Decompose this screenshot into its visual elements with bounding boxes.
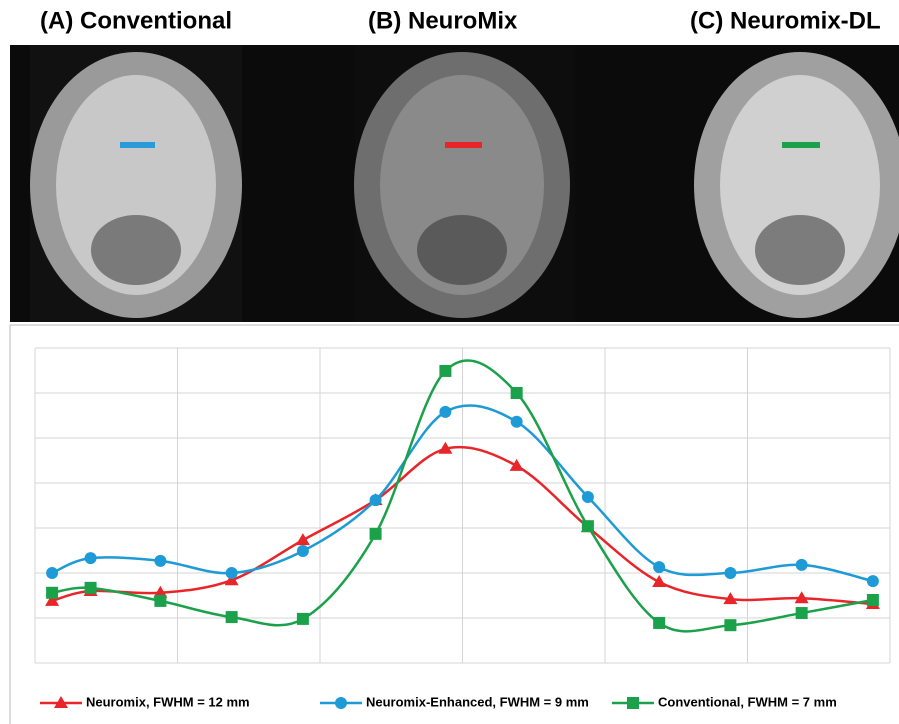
- page: (A) Conventional (B) NeuroMix (C) Neurom…: [0, 0, 899, 724]
- point: [297, 545, 309, 557]
- point: [439, 406, 451, 418]
- point: [653, 617, 665, 629]
- legend-marker: [335, 697, 347, 709]
- figure: (A) Conventional (B) NeuroMix (C) Neurom…: [0, 0, 899, 724]
- point: [85, 552, 97, 564]
- panel-title: (C) Neuromix-DL: [690, 7, 881, 34]
- point: [653, 561, 665, 573]
- point: [296, 533, 310, 545]
- point: [154, 555, 166, 567]
- legend-marker: [627, 697, 639, 709]
- point: [154, 595, 166, 607]
- point: [370, 494, 382, 506]
- point: [796, 559, 808, 571]
- point: [867, 575, 879, 587]
- point: [46, 587, 58, 599]
- point: [652, 575, 666, 587]
- point: [724, 619, 736, 631]
- legend-label: Neuromix-Enhanced, FWHM = 9 mm: [366, 694, 589, 709]
- point: [867, 594, 879, 606]
- point: [297, 613, 309, 625]
- panel-title: (A) Conventional: [40, 7, 232, 34]
- point: [226, 611, 238, 623]
- chart-frame: [10, 325, 899, 724]
- legend-label: Conventional, FWHM = 7 mm: [658, 694, 837, 709]
- point: [582, 491, 594, 503]
- point: [439, 365, 451, 377]
- point: [510, 459, 524, 471]
- point: [582, 520, 594, 532]
- point: [724, 567, 736, 579]
- point: [370, 528, 382, 540]
- image-strip: [10, 45, 899, 322]
- panel-title: (B) NeuroMix: [368, 7, 518, 34]
- point: [511, 416, 523, 428]
- point: [46, 567, 58, 579]
- point: [511, 387, 523, 399]
- point: [85, 582, 97, 594]
- point: [226, 567, 238, 579]
- point: [796, 607, 808, 619]
- legend-label: Neuromix, FWHM = 12 mm: [86, 694, 250, 709]
